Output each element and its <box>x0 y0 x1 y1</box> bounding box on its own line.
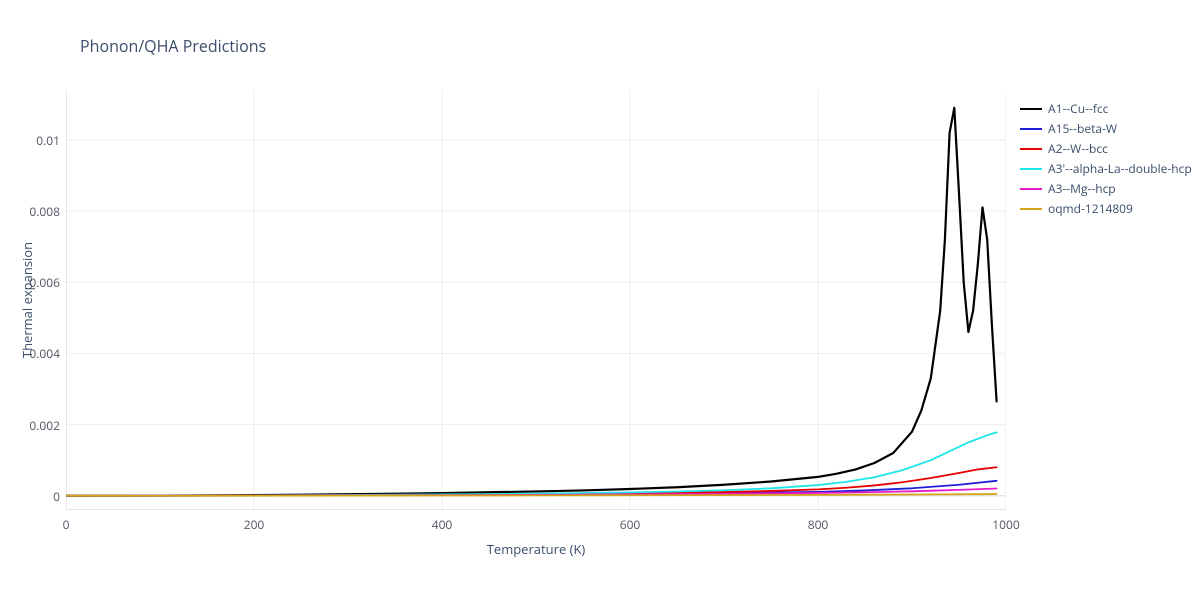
legend-label: A3--Mg--hcp <box>1048 180 1116 197</box>
legend-item[interactable]: A1--Cu--fcc <box>1020 100 1192 117</box>
legend-swatch <box>1020 188 1042 190</box>
legend-label: A1--Cu--fcc <box>1048 100 1108 117</box>
chart-area <box>66 90 1006 510</box>
legend-item[interactable]: A15--beta-W <box>1020 120 1192 137</box>
y-axis-label: Thermal expansion <box>20 90 34 510</box>
legend-swatch <box>1020 108 1042 110</box>
chart-svg <box>66 90 1006 510</box>
chart-title: Phonon/QHA Predictions <box>80 35 266 57</box>
x-tick: 400 <box>427 516 457 533</box>
legend-item[interactable]: A2--W--bcc <box>1020 140 1192 157</box>
legend-swatch <box>1020 208 1042 210</box>
legend-label: oqmd-1214809 <box>1048 200 1133 217</box>
series-line <box>66 108 997 496</box>
legend-label: A3'--alpha-La--double-hcp <box>1048 160 1192 177</box>
x-tick: 0 <box>51 516 81 533</box>
y-tick: 0 <box>53 488 60 505</box>
x-axis-label: Temperature (K) <box>66 540 1006 558</box>
legend-item[interactable]: oqmd-1214809 <box>1020 200 1192 217</box>
legend-item[interactable]: A3'--alpha-La--double-hcp <box>1020 160 1192 177</box>
legend-label: A15--beta-W <box>1048 120 1117 137</box>
legend-swatch <box>1020 148 1042 150</box>
legend-label: A2--W--bcc <box>1048 140 1108 157</box>
legend-swatch <box>1020 168 1042 170</box>
x-tick: 1000 <box>991 516 1021 533</box>
legend-item[interactable]: A3--Mg--hcp <box>1020 180 1192 197</box>
x-tick: 600 <box>615 516 645 533</box>
legend-swatch <box>1020 128 1042 130</box>
x-tick: 200 <box>239 516 269 533</box>
legend: A1--Cu--fcc A15--beta-W A2--W--bcc A3'--alp… <box>1020 100 1192 220</box>
x-tick: 800 <box>803 516 833 533</box>
y-tick: 0.01 <box>36 132 60 149</box>
